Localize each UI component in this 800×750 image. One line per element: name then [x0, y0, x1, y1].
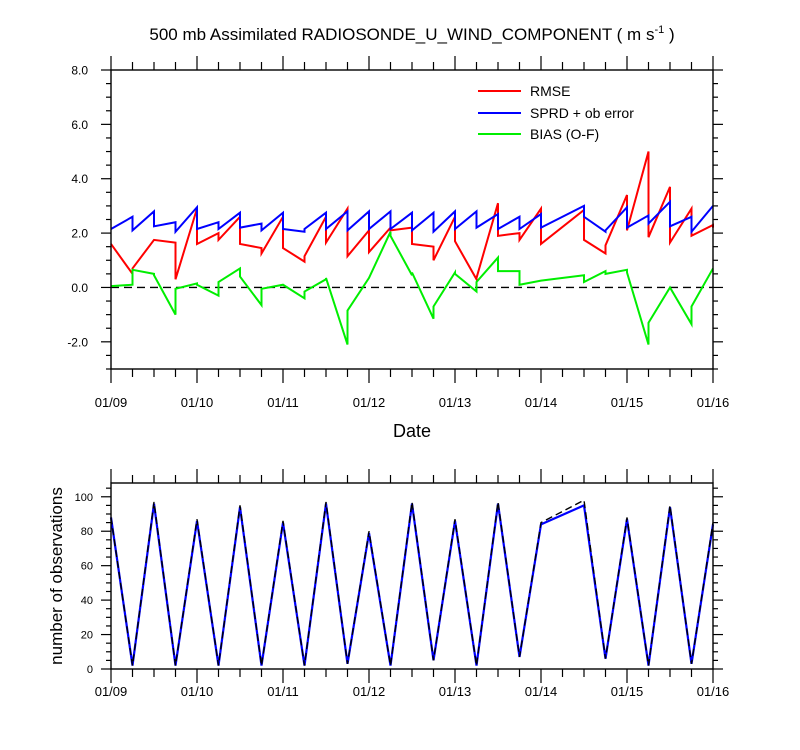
plot-frame — [110, 69, 714, 370]
x-tick-label: 01/09 — [95, 684, 128, 699]
y-tick-label: 2.0 — [71, 227, 88, 241]
y-tick-label: 80 — [81, 526, 93, 538]
legend-label: RMSE — [530, 83, 570, 99]
x-tick-label: 01/12 — [353, 395, 386, 410]
x-axis-label: Date — [393, 421, 431, 441]
y-axis-label: number of observations — [47, 487, 66, 665]
series-line-sprd-ob-error — [110, 199, 714, 235]
y-tick-label: 0.0 — [71, 281, 88, 295]
top-chart: 500 mb Assimilated RADIOSONDE_U_WIND_COM… — [67, 24, 729, 441]
y-tick-label: 4.0 — [71, 172, 88, 186]
x-tick-label: 01/11 — [267, 684, 299, 699]
x-tick-label: 01/09 — [95, 395, 128, 410]
x-tick-label: 01/16 — [697, 395, 730, 410]
y-tick-label: 40 — [81, 595, 93, 607]
y-tick-label: 6.0 — [71, 118, 88, 132]
y-tick-label: 8.0 — [71, 64, 88, 78]
x-tick-label: 01/10 — [181, 684, 214, 699]
legend-label: BIAS (O-F) — [530, 126, 599, 142]
y-tick-label: 20 — [81, 630, 93, 642]
y-tick-label: 100 — [75, 492, 93, 504]
x-tick-label: 01/10 — [181, 395, 214, 410]
x-tick-label: 01/14 — [525, 684, 558, 699]
x-tick-label: 01/13 — [439, 684, 472, 699]
x-tick-label: 01/13 — [439, 395, 472, 410]
x-tick-label: 01/11 — [267, 395, 299, 410]
y-tick-label: 0 — [87, 664, 93, 676]
y-tick-label: -2.0 — [67, 335, 88, 349]
series-line-bias-o-f- — [110, 231, 714, 345]
x-tick-label: 01/12 — [353, 684, 386, 699]
series-line-rmse — [110, 151, 714, 284]
y-tick-label: 60 — [81, 561, 93, 573]
bottom-chart: 01/09 01/10 01/11 01/12 01/13 01/14 01/15 01/16… — [47, 469, 729, 699]
legend-label: SPRD + ob error — [530, 105, 634, 121]
x-tick-label: 01/15 — [611, 395, 644, 410]
x-tick-label: 01/15 — [611, 684, 644, 699]
chart-title: 500 mb Assimilated RADIOSONDE_U_WIND_COM… — [149, 24, 674, 44]
x-tick-label: 01/14 — [525, 395, 558, 410]
x-tick-label: 01/16 — [697, 684, 730, 699]
plot-frame — [110, 482, 714, 670]
series-line-obs-possible — [110, 499, 714, 666]
